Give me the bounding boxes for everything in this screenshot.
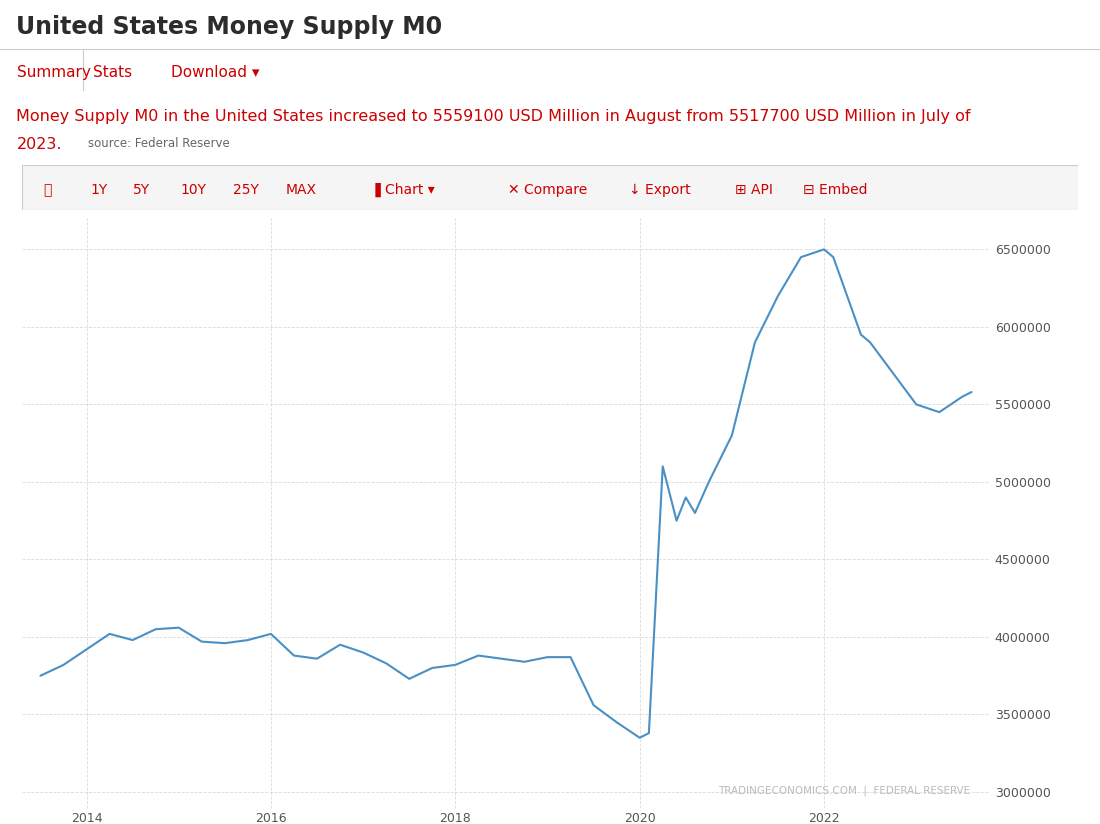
Text: 25Y: 25Y: [233, 183, 260, 197]
Text: Stats: Stats: [94, 64, 133, 80]
Text: 2023.: 2023.: [16, 137, 62, 152]
Text: 🗓: 🗓: [43, 183, 52, 197]
Text: MAX: MAX: [286, 183, 317, 197]
Text: ✕ Compare: ✕ Compare: [508, 183, 587, 197]
Text: TRADINGECONOMICS.COM  |  FEDERAL RESERVE: TRADINGECONOMICS.COM | FEDERAL RESERVE: [718, 785, 970, 796]
Text: 5Y: 5Y: [133, 183, 150, 197]
Text: Money Supply M0 in the United States increased to 5559100 USD Million in August : Money Supply M0 in the United States inc…: [16, 110, 971, 124]
Text: source: Federal Reserve: source: Federal Reserve: [88, 137, 230, 150]
Text: ▐ Chart ▾: ▐ Chart ▾: [371, 183, 436, 197]
Text: Summary: Summary: [16, 64, 90, 80]
Text: Download ▾: Download ▾: [170, 64, 258, 80]
Text: ⊟ Embed: ⊟ Embed: [803, 183, 868, 197]
FancyBboxPatch shape: [22, 165, 1078, 210]
Text: 1Y: 1Y: [90, 183, 108, 197]
Text: 10Y: 10Y: [180, 183, 207, 197]
Text: United States Money Supply M0: United States Money Supply M0: [16, 15, 442, 40]
Text: ↓ Export: ↓ Export: [629, 183, 691, 197]
Text: ⊞ API: ⊞ API: [735, 183, 772, 197]
